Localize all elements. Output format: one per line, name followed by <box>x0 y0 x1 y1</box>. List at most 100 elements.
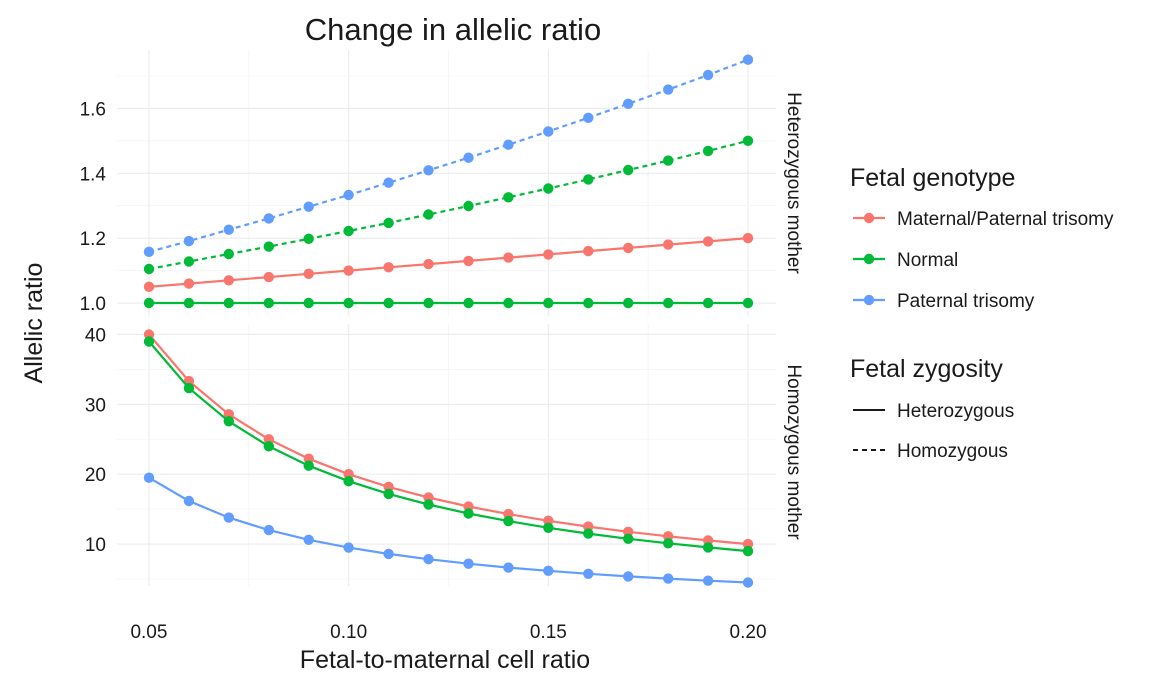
data-point-normal-homozygous <box>503 192 514 203</box>
panel-top: 1.0 1.2 1.4 1.6 Heterozygous mother <box>80 50 804 316</box>
x-tick-label: 0.05 <box>130 622 167 643</box>
data-point-maternal-paternal-trisomy-heterozygous <box>343 265 354 276</box>
panel-bottom: 10 20 30 40 Homozygous mother <box>85 324 804 588</box>
data-point-paternal-trisomy-homozygous <box>503 139 514 150</box>
series-top <box>143 54 754 309</box>
data-point-normal-heterozygous <box>183 297 195 309</box>
data-point-normal-heterozygous <box>263 441 274 452</box>
data-point-paternal-trisomy-heterozygous <box>543 565 554 576</box>
data-point-normal-homozygous <box>583 174 594 185</box>
legend-genotype-title: Fetal genotype <box>850 164 1015 192</box>
data-point-paternal-trisomy-homozygous <box>263 213 274 224</box>
data-point-normal-heterozygous <box>543 297 554 309</box>
legend-zygosity-title: Fetal zygosity <box>850 355 1003 383</box>
data-point-maternal-paternal-trisomy-heterozygous <box>623 242 634 254</box>
data-point-normal-homozygous <box>303 233 314 244</box>
data-point-normal-heterozygous <box>383 488 394 500</box>
x-tick-label: 0.15 <box>530 622 567 643</box>
series-line-normal-homozygous <box>148 139 749 271</box>
y-ticks-bottom: 10 20 30 40 <box>85 325 106 556</box>
data-point-paternal-trisomy-heterozygous <box>742 577 754 588</box>
data-point-normal-homozygous <box>623 164 634 176</box>
data-point-paternal-trisomy-homozygous <box>423 165 434 176</box>
series-line-maternal-paternal-trisomy-heterozygous <box>148 237 749 288</box>
data-point-paternal-trisomy-homozygous <box>623 98 634 110</box>
data-point-normal-homozygous <box>143 263 155 275</box>
legend-genotype-items: Maternal/Paternal trisomy Normal Paternal … <box>853 209 1114 312</box>
data-point-normal-heterozygous <box>223 297 234 309</box>
data-point-paternal-trisomy-homozygous <box>303 201 314 212</box>
legend-label: Normal <box>897 250 958 271</box>
data-point-paternal-trisomy-homozygous <box>583 112 594 124</box>
y-tick-label: 1.6 <box>80 99 106 120</box>
data-point-normal-heterozygous <box>623 533 634 544</box>
y-axis-title: Allelic ratio <box>20 263 48 384</box>
x-tick-label: 0.10 <box>330 622 367 643</box>
series-line-normal-heterozygous <box>148 340 749 553</box>
data-point-normal-heterozygous <box>503 297 514 309</box>
legend-zygosity-items: Heterozygous Homozygous <box>853 401 1014 462</box>
data-point-normal-heterozygous <box>702 542 714 553</box>
data-point-normal-heterozygous <box>383 297 394 309</box>
legend-zygosity: Fetal zygosity Heterozygous Homozygous <box>850 355 1014 462</box>
data-point-normal-heterozygous <box>503 515 514 527</box>
legend-key-point <box>863 294 875 306</box>
legend-label: Paternal trisomy <box>897 291 1035 312</box>
data-point-normal-heterozygous <box>303 297 314 309</box>
data-point-normal-heterozygous <box>742 545 754 557</box>
data-point-maternal-paternal-trisomy-heterozygous <box>223 275 234 286</box>
data-point-maternal-paternal-trisomy-heterozygous <box>183 278 195 289</box>
y-tick-label: 30 <box>85 395 106 416</box>
legend-label: Heterozygous <box>897 401 1014 422</box>
legend-key-point <box>863 253 875 265</box>
data-point-normal-homozygous <box>423 209 434 220</box>
data-point-normal-heterozygous <box>663 538 674 549</box>
y-tick-label: 20 <box>85 465 106 486</box>
data-point-normal-heterozygous <box>343 476 354 487</box>
data-point-paternal-trisomy-heterozygous <box>143 472 155 483</box>
series-line-paternal-trisomy-heterozygous <box>148 476 749 584</box>
data-point-maternal-paternal-trisomy-heterozygous <box>663 239 674 250</box>
data-point-normal-heterozygous <box>663 297 674 309</box>
data-point-paternal-trisomy-heterozygous <box>583 568 594 579</box>
data-point-maternal-paternal-trisomy-heterozygous <box>143 281 155 292</box>
data-point-paternal-trisomy-heterozygous <box>303 534 314 545</box>
data-point-normal-heterozygous <box>463 297 474 309</box>
data-point-normal-homozygous <box>543 183 554 194</box>
series-line-maternal-paternal-trisomy-heterozygous <box>148 333 749 546</box>
data-point-normal-homozygous <box>463 200 474 212</box>
data-point-paternal-trisomy-heterozygous <box>423 554 434 565</box>
x-tick-label: 0.20 <box>730 622 767 643</box>
data-point-maternal-paternal-trisomy-heterozygous <box>383 262 394 273</box>
y-tick-label: 1.0 <box>80 294 106 315</box>
data-point-normal-homozygous <box>183 256 195 267</box>
y-tick-label: 40 <box>85 325 106 346</box>
strip-label-bottom: Homozygous mother <box>783 364 804 540</box>
data-point-normal-homozygous <box>702 145 714 157</box>
data-point-paternal-trisomy-heterozygous <box>623 571 634 582</box>
data-point-normal-heterozygous <box>623 297 634 309</box>
data-point-paternal-trisomy-heterozygous <box>223 512 234 523</box>
data-point-maternal-paternal-trisomy-heterozygous <box>263 271 274 283</box>
data-point-normal-heterozygous <box>263 297 274 309</box>
data-point-paternal-trisomy-homozygous <box>543 126 554 137</box>
series-line-paternal-trisomy-homozygous <box>148 58 749 253</box>
data-point-paternal-trisomy-homozygous <box>383 177 394 188</box>
data-point-maternal-paternal-trisomy-heterozygous <box>303 268 314 279</box>
data-point-paternal-trisomy-heterozygous <box>343 542 354 553</box>
strip-label-top: Heterozygous mother <box>783 92 804 274</box>
data-point-normal-heterozygous <box>143 297 155 309</box>
data-point-normal-heterozygous <box>583 528 594 539</box>
data-point-maternal-paternal-trisomy-heterozygous <box>742 232 754 244</box>
grid-bottom <box>117 324 776 586</box>
data-point-paternal-trisomy-heterozygous <box>183 495 195 507</box>
data-point-paternal-trisomy-homozygous <box>663 84 674 95</box>
data-point-maternal-paternal-trisomy-heterozygous <box>423 258 434 270</box>
data-point-paternal-trisomy-heterozygous <box>663 573 674 584</box>
chart-title: Change in allelic ratio <box>305 12 601 47</box>
data-point-normal-homozygous <box>742 135 754 146</box>
data-point-normal-heterozygous <box>742 297 754 309</box>
data-point-paternal-trisomy-homozygous <box>223 224 234 235</box>
legend-label: Homozygous <box>897 441 1008 462</box>
